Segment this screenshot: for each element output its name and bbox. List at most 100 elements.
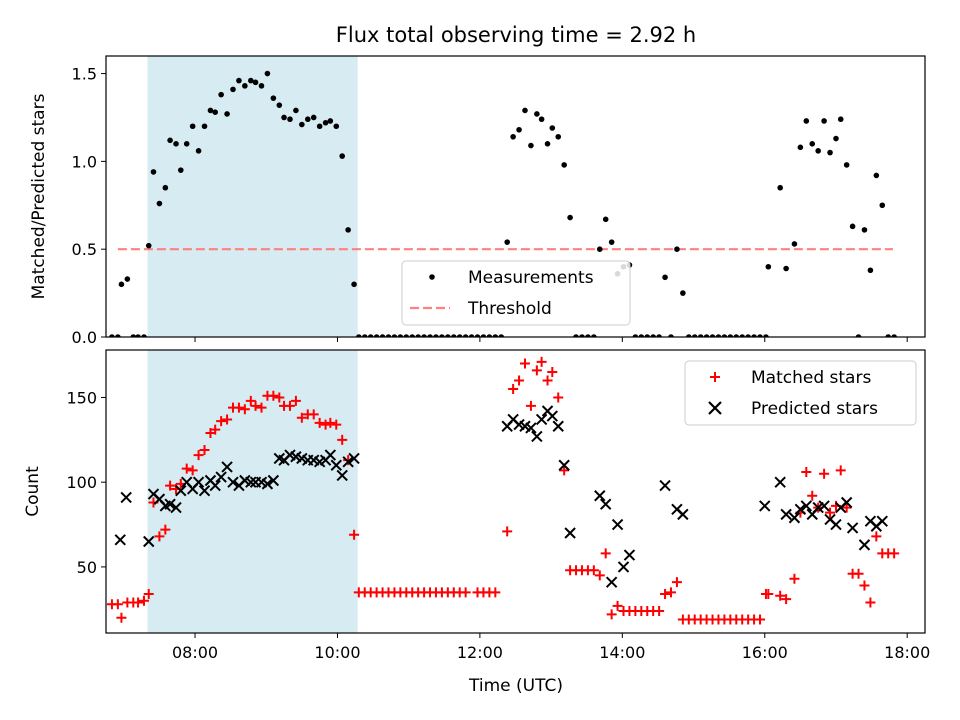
measurement-point bbox=[821, 118, 827, 124]
matched-point bbox=[308, 409, 319, 420]
measurement-point bbox=[751, 334, 757, 337]
measurement-point bbox=[351, 281, 357, 288]
measurement-point bbox=[803, 118, 810, 124]
measurement-point bbox=[124, 276, 131, 282]
predicted-point bbox=[245, 476, 257, 488]
predicted-point bbox=[175, 484, 187, 497]
matched-point bbox=[460, 587, 471, 598]
series-predicted-stars bbox=[114, 405, 888, 588]
measurement-point bbox=[721, 334, 728, 337]
measurement-point bbox=[299, 121, 305, 128]
axes-frame bbox=[105, 349, 926, 634]
matched-point bbox=[801, 467, 812, 478]
matched-point bbox=[222, 414, 233, 425]
measurement-point bbox=[504, 239, 510, 245]
measurement-point bbox=[293, 107, 299, 114]
measurement-point bbox=[236, 77, 242, 84]
matched-point bbox=[606, 609, 617, 620]
measurement-point bbox=[538, 116, 545, 123]
measurement-point bbox=[697, 334, 704, 337]
measurement-point bbox=[167, 137, 173, 144]
predicted-point bbox=[677, 508, 689, 521]
predicted-point bbox=[330, 459, 342, 471]
matched-point bbox=[819, 468, 830, 479]
predicted-point bbox=[611, 518, 624, 531]
measurement-point bbox=[486, 334, 493, 337]
legend-marker-measurements bbox=[429, 274, 435, 280]
measurement-point bbox=[397, 334, 404, 337]
predicted-point bbox=[794, 503, 807, 516]
measurement-point bbox=[522, 107, 528, 114]
measurement-point bbox=[201, 123, 208, 130]
matched-point bbox=[250, 400, 261, 411]
matched-point bbox=[337, 434, 348, 445]
measurement-point bbox=[680, 290, 686, 296]
measurement-point bbox=[258, 83, 265, 89]
matched-point bbox=[859, 580, 870, 591]
matched-point bbox=[536, 356, 547, 367]
matched-point bbox=[865, 597, 876, 608]
legend-marker-matched bbox=[710, 372, 720, 382]
measurement-point bbox=[809, 141, 816, 147]
matched-point bbox=[331, 419, 342, 430]
predicted-point bbox=[164, 498, 176, 510]
matched-point bbox=[268, 390, 279, 401]
matched-point bbox=[763, 589, 774, 600]
measurement-point bbox=[849, 223, 856, 230]
measurement-point bbox=[650, 334, 656, 337]
matched-point bbox=[165, 480, 176, 491]
predicted-point bbox=[800, 500, 813, 512]
predicted-point bbox=[759, 500, 771, 512]
measurement-point bbox=[252, 79, 259, 86]
measurement-point bbox=[861, 227, 868, 233]
measurement-point bbox=[433, 334, 439, 337]
legend: Matched stars Predicted stars bbox=[684, 360, 917, 426]
measurement-point bbox=[815, 148, 821, 154]
predicted-point bbox=[552, 420, 564, 432]
measurement-point bbox=[310, 114, 317, 121]
matched-point bbox=[594, 570, 605, 581]
predicted-point bbox=[594, 490, 606, 502]
measurement-point bbox=[207, 107, 214, 114]
measurement-point bbox=[367, 334, 374, 337]
measurement-point bbox=[498, 334, 505, 337]
measurement-point bbox=[345, 227, 351, 233]
measurement-point bbox=[855, 334, 862, 337]
legend-box bbox=[684, 360, 917, 426]
matched-point bbox=[612, 600, 623, 611]
measurement-point bbox=[549, 125, 556, 131]
matched-point bbox=[553, 392, 564, 403]
predicted-point bbox=[780, 508, 792, 521]
matched-point bbox=[514, 375, 525, 386]
observing-window-shade bbox=[147, 56, 358, 337]
measurement-point bbox=[765, 263, 772, 270]
measurement-point bbox=[421, 334, 427, 337]
matched-point bbox=[542, 375, 553, 386]
measurement-point bbox=[212, 109, 218, 115]
measurement-point bbox=[534, 111, 540, 117]
predicted-point bbox=[535, 413, 548, 426]
predicted-point bbox=[170, 501, 182, 514]
measurement-point bbox=[177, 167, 184, 173]
measurement-point bbox=[733, 334, 740, 337]
measurement-point bbox=[837, 116, 844, 123]
matched-point bbox=[187, 465, 198, 476]
x-tick-label: 10:00 bbox=[314, 643, 360, 662]
measurement-point bbox=[391, 334, 398, 337]
matched-point bbox=[233, 402, 244, 413]
measurement-point bbox=[674, 246, 680, 252]
predicted-point bbox=[209, 479, 221, 492]
measurement-point bbox=[833, 135, 839, 142]
matched-point bbox=[665, 587, 676, 598]
measurement-point bbox=[130, 334, 137, 337]
predicted-point bbox=[198, 484, 211, 497]
top-panel-ratio: 0.0 0.5 1.0 1.5 Matched/Predicted stars Measu… bbox=[29, 55, 926, 347]
measurement-point bbox=[656, 334, 662, 337]
measurement-point bbox=[118, 281, 125, 288]
measurement-point bbox=[668, 334, 674, 337]
measurement-point bbox=[567, 214, 573, 221]
legend-label: Threshold bbox=[467, 299, 552, 319]
measurement-point bbox=[109, 334, 115, 337]
measurement-point bbox=[644, 334, 651, 337]
measurement-point bbox=[703, 334, 710, 337]
